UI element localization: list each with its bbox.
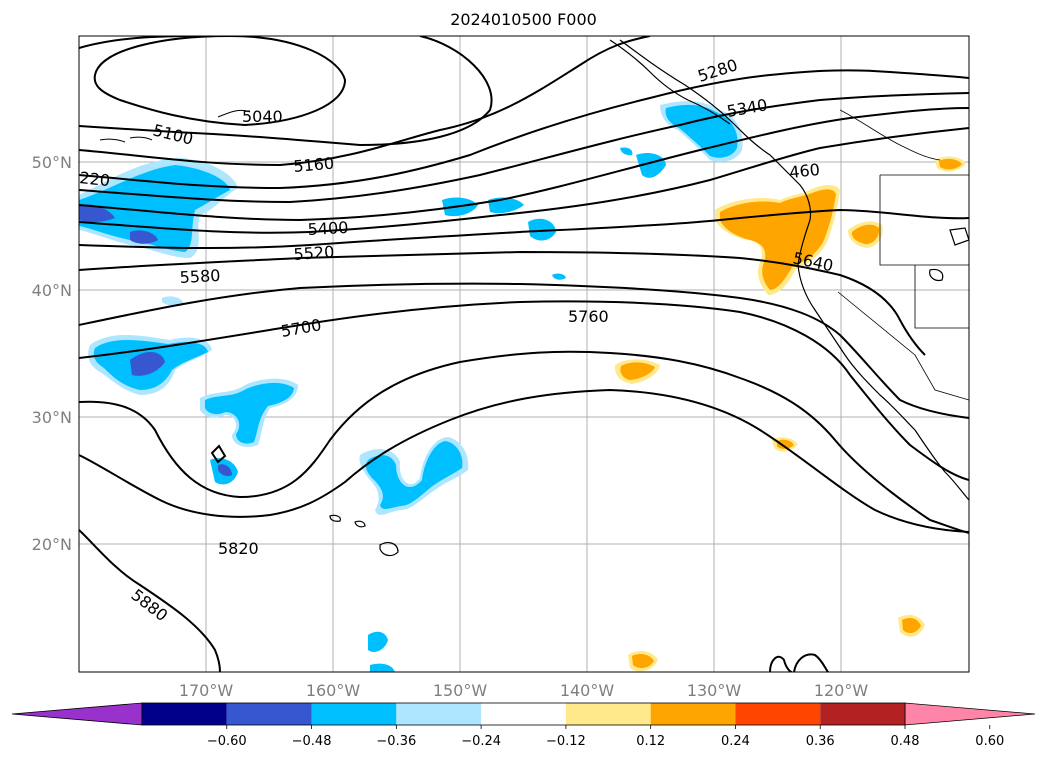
colorbar-frame bbox=[141, 702, 906, 726]
lon-label-120w: 120°W bbox=[814, 681, 869, 700]
colorbar-tick-label: −0.48 bbox=[292, 734, 332, 749]
lat-label-30n: 30°N bbox=[32, 408, 72, 427]
colorbar-tick-label: 0.48 bbox=[891, 734, 920, 749]
coastlines bbox=[329, 39, 969, 557]
contour-label-5460: 460 bbox=[788, 160, 820, 182]
contour-label-5520: 5520 bbox=[293, 242, 335, 264]
colorbar-segment bbox=[650, 703, 736, 725]
contour-label-5400: 5400 bbox=[307, 218, 349, 239]
colorbar-tick-label: −0.60 bbox=[207, 734, 247, 749]
contour-label-5760: 5760 bbox=[568, 307, 609, 326]
colorbar-segment bbox=[820, 703, 905, 725]
colorbar-extend-high bbox=[904, 702, 1036, 726]
lat-label-40n: 40°N bbox=[32, 281, 72, 300]
graticule bbox=[79, 36, 969, 672]
colorbar: −0.60 −0.48 −0.36 −0.24 −0.12 0.12 0.24 0.36 0.4… bbox=[11, 702, 1036, 749]
colorbar-tick-label: −0.36 bbox=[376, 734, 416, 749]
contour-label-5040: 5040 bbox=[242, 107, 283, 126]
lon-label-160w: 160°W bbox=[306, 681, 361, 700]
map-frame bbox=[78, 35, 970, 673]
colorbar-segment bbox=[735, 703, 821, 725]
colorbar-segment bbox=[226, 703, 312, 725]
colorbar-tick-label: 0.60 bbox=[975, 734, 1004, 749]
latitude-labels: 50°N 40°N 30°N 20°N bbox=[32, 153, 72, 554]
contour-label-5220: 220 bbox=[79, 168, 111, 190]
lon-label-170w: 170°W bbox=[179, 681, 234, 700]
colorbar-segment bbox=[311, 703, 397, 725]
contour-label-5160: 5160 bbox=[293, 154, 335, 176]
lon-label-150w: 150°W bbox=[433, 681, 488, 700]
colorbar-segment bbox=[396, 703, 482, 725]
longitude-labels: 170°W 160°W 150°W 140°W 130°W 120°W bbox=[179, 681, 869, 700]
map-title: 2024010500 F000 bbox=[450, 10, 597, 29]
colorbar-segment bbox=[142, 703, 227, 725]
contour-label-5820: 5820 bbox=[218, 539, 259, 558]
lat-label-50n: 50°N bbox=[32, 153, 72, 172]
lat-label-20n: 20°N bbox=[32, 535, 72, 554]
colorbar-segment bbox=[481, 703, 566, 725]
lon-label-140w: 140°W bbox=[560, 681, 615, 700]
contour-label-5580: 5580 bbox=[179, 266, 221, 287]
colorbar-tick-label: 0.24 bbox=[721, 734, 750, 749]
height-contours bbox=[79, 36, 969, 672]
colorbar-tick-label: −0.24 bbox=[461, 734, 501, 749]
colorbar-extend-low bbox=[11, 702, 143, 726]
colorbar-tick-label: 0.12 bbox=[636, 734, 665, 749]
colorbar-tick-label: −0.12 bbox=[546, 734, 586, 749]
borders bbox=[837, 109, 969, 401]
colorbar-segment bbox=[565, 703, 651, 725]
colorbar-tick-label: 0.36 bbox=[806, 734, 835, 749]
lon-label-130w: 130°W bbox=[687, 681, 742, 700]
islands bbox=[99, 109, 251, 143]
